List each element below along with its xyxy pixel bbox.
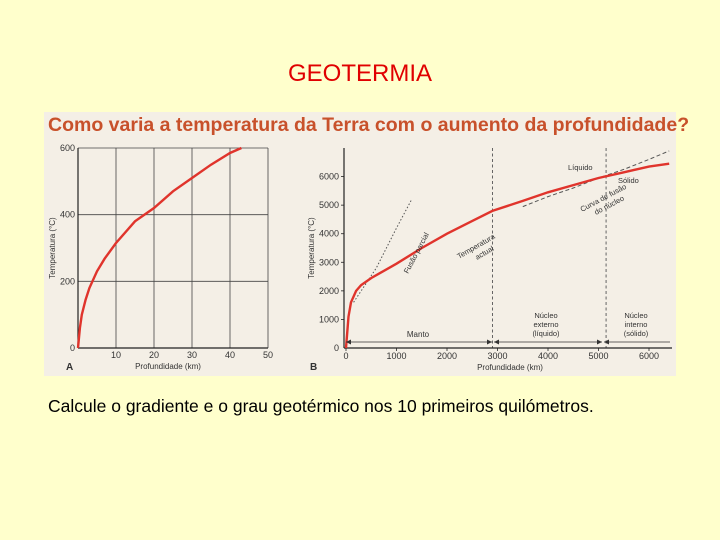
chart-b-panel-label: B: [310, 362, 317, 373]
chart-a-y-tick: 600: [60, 143, 75, 153]
outer-core-arrowhead-left: [494, 339, 499, 345]
partial-melting-label: Fusão parcial: [402, 231, 431, 275]
inner-core-label-1: Núcleo: [624, 311, 647, 320]
inner-core-label-2: interno: [625, 320, 648, 329]
chart-b-layer-boundaries: [491, 148, 607, 348]
chart-a-x-tick: 20: [149, 350, 159, 360]
outer-core-label-1: Núcleo: [534, 311, 557, 320]
chart-b-y-tick: 2000: [319, 286, 339, 296]
chart-b-xlabel: Profundidade (km): [477, 363, 543, 372]
outer-core-label-2: externo: [533, 320, 558, 329]
chart-b-y-tick: 4000: [319, 229, 339, 239]
chart-b-x-tick: 5000: [588, 351, 608, 361]
inner-core-label-3: (sólido): [624, 329, 649, 338]
chart-a-xlabel: Profundidade (km): [135, 362, 201, 371]
chart-b-x-tick: 4000: [538, 351, 558, 361]
slide-title: GEOTERMIA: [287, 60, 432, 87]
figure-panel: Como varia a temperatura da Terra com o …: [44, 112, 689, 376]
chart-a-temperature-curve: [76, 146, 242, 349]
chart-a-ylabel: Temperatura (°C): [48, 217, 57, 279]
chart-b-y-tick: 5000: [319, 200, 339, 210]
chart-a-grid: [78, 147, 269, 348]
inner-core-arrowhead-left: [604, 339, 609, 345]
outer-core-arrowhead-right: [597, 339, 602, 345]
chart-a-y-tick: 400: [60, 210, 75, 220]
chart-b-x-tick: 0: [343, 351, 348, 361]
chart-b-y-tick: 1000: [319, 314, 339, 324]
manto-label: Manto: [407, 330, 430, 339]
chart-b-partial-melting-curve: [353, 199, 413, 303]
chart-a-x-tick: 30: [187, 350, 197, 360]
manto-arrowhead-left: [346, 339, 351, 345]
chart-b-x-tick: 1000: [386, 351, 406, 361]
chart-a: 10 20 30 40 50 0 200 400 600 Temperatura (°C) Pr…: [48, 143, 273, 373]
chart-a-x-tick: 50: [263, 350, 273, 360]
chart-b-x-tick: 6000: [639, 351, 659, 361]
chart-b-ylabel: Temperatura (°C): [307, 217, 316, 279]
chart-b-temperature-curve: [344, 162, 670, 349]
question-text: Calcule o gradiente e o grau geotérmico …: [48, 396, 594, 416]
liquid-label: Líquido: [568, 163, 593, 172]
chart-b-x-tick: 3000: [487, 351, 507, 361]
chart-a-ticks: 10 20 30 40 50 0 200 400 600: [60, 143, 273, 360]
chart-b: 0 1000 2000 3000 4000 5000 6000 1000 2000 3000 400…: [307, 148, 672, 373]
figure-heading: Como varia a temperatura da Terra com o …: [48, 114, 690, 136]
chart-b-y-tick: 6000: [319, 172, 339, 182]
chart-a-y-tick: 200: [60, 276, 75, 286]
chart-a-x-tick: 40: [225, 350, 235, 360]
chart-b-x-tick: 2000: [437, 351, 457, 361]
chart-a-x-tick: 10: [111, 350, 121, 360]
chart-b-y-tick-zero: 0: [334, 343, 339, 353]
outer-core-label-3: (líquido): [532, 329, 560, 338]
chart-a-y-tick: 0: [70, 343, 75, 353]
chart-b-y-tick: 3000: [319, 257, 339, 267]
chart-a-panel-label: A: [66, 362, 73, 373]
chart-b-ticks: 0 1000 2000 3000 4000 5000 6000 1000 2000 3000 400…: [319, 172, 659, 361]
manto-arrowhead-right: [487, 339, 492, 345]
solid-label: Sólido: [618, 176, 639, 185]
